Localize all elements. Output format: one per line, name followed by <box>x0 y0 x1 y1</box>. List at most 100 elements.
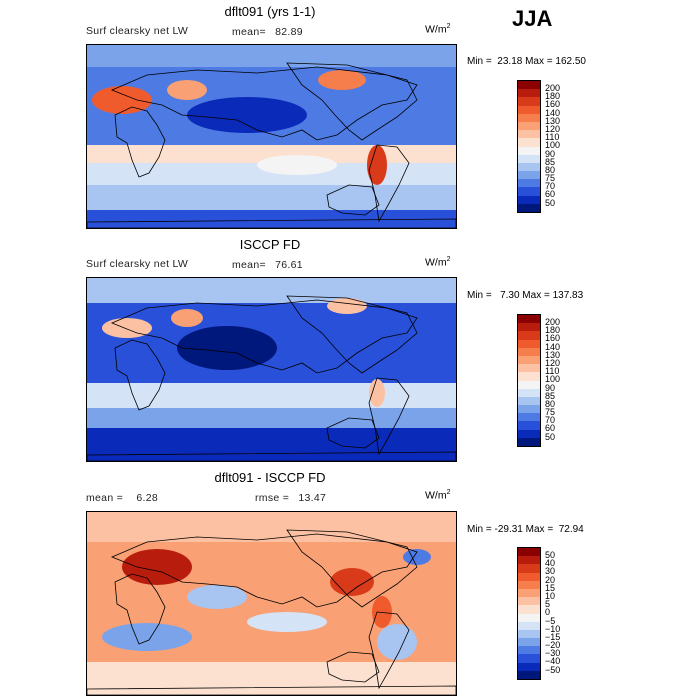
colorbar-swatch <box>518 97 540 106</box>
colorbar-swatch <box>518 646 540 655</box>
colorbar-swatch <box>518 413 540 422</box>
colorbar-tick-label: 100 <box>545 374 561 385</box>
colorbar-tick-label: 100 <box>545 140 561 151</box>
colorbar-tick-label: −10 <box>545 623 561 634</box>
panel-1-colorbar-ticks: 200 180 160 140 130 120 110 100 90 85 80 75 70 60 50 <box>545 83 561 208</box>
colorbar-tick-label: 80 <box>545 398 556 409</box>
colorbar-tick-label: 60 <box>545 423 556 434</box>
colorbar-tick-label: 180 <box>545 325 561 336</box>
panel-2-colorbar <box>517 314 541 447</box>
panel-1-units: W/m2 <box>425 23 451 36</box>
colorbar-swatch <box>518 564 540 573</box>
colorbar-swatch <box>518 323 540 332</box>
colorbar-swatch <box>518 203 540 212</box>
colorbar-swatch <box>518 638 540 647</box>
colorbar-swatch <box>518 347 540 356</box>
panel-1-variable-label: Surf clearsky net LW <box>86 25 189 37</box>
colorbar-swatch <box>518 421 540 430</box>
colorbar-swatch <box>518 315 540 324</box>
colorbar-swatch <box>518 388 540 397</box>
colorbar-tick-label: 160 <box>545 333 561 344</box>
colorbar-tick-label: 200 <box>545 83 561 93</box>
colorbar-tick-label: −50 <box>545 664 561 675</box>
colorbar-swatch <box>518 339 540 348</box>
panel-3-title: dflt091 - ISCCP FD <box>214 470 326 485</box>
colorbar-tick-label: 70 <box>545 181 556 192</box>
colorbar-swatch <box>518 130 540 139</box>
colorbar-tick-label: −20 <box>545 640 561 651</box>
colorbar-tick-label: 160 <box>545 99 561 110</box>
panel-3-rmse-value: 13.47 <box>298 492 327 504</box>
panel-1-title: dflt091 (yrs 1-1) <box>224 4 316 19</box>
panel-1-map <box>86 44 457 229</box>
colorbar-tick-label: 50 <box>545 197 556 208</box>
colorbar-tick-label: 20 <box>545 574 556 585</box>
colorbar-tick-label: 130 <box>545 349 561 360</box>
colorbar-tick-label: −15 <box>545 631 561 642</box>
colorbar-tick-label: 85 <box>545 156 556 167</box>
colorbar-swatch <box>518 162 540 172</box>
colorbar-swatch <box>518 662 540 671</box>
colorbar-swatch <box>518 429 540 438</box>
panel-2-colorbar-ticks: 200 180 160 140 130 120 110 100 90 85 80 75 70 60 50 <box>545 317 561 442</box>
colorbar-swatch <box>518 613 540 622</box>
colorbar-swatch <box>518 580 540 589</box>
colorbar-tick-label: 40 <box>545 558 556 569</box>
colorbar-swatch <box>518 187 540 196</box>
colorbar-swatch <box>518 372 540 381</box>
panel-2-mean-label: mean= 76.61 <box>232 259 303 271</box>
colorbar-swatch <box>518 364 540 373</box>
colorbar-swatch <box>518 621 540 630</box>
colorbar-tick-label: −30 <box>545 648 561 659</box>
colorbar-tick-label: 120 <box>545 357 561 368</box>
colorbar-swatch <box>518 437 540 446</box>
panel-3-mean-label: mean = 6.28 <box>86 492 158 504</box>
colorbar-swatch <box>518 331 540 340</box>
panel-1-mean-label: mean= 82.89 <box>232 26 303 38</box>
panel-2-minmax: Min = 7.30 Max = 137.83 <box>467 290 584 301</box>
colorbar-tick-label: 10 <box>545 590 556 601</box>
colorbar-tick-label: 90 <box>545 148 556 159</box>
panel-3-minmax: Min = -29.31 Max = 72.94 <box>467 524 584 535</box>
colorbar-tick-label: 50 <box>545 550 556 560</box>
colorbar-swatch <box>518 670 540 679</box>
colorbar-tick-label: 200 <box>545 317 561 327</box>
panel-3-rmse-label: rmse = 13.47 <box>255 492 327 504</box>
colorbar-swatch <box>518 556 540 565</box>
panel-3-colorbar <box>517 547 541 680</box>
colorbar-tick-label: 140 <box>545 341 561 352</box>
panel-2-mean-value: 76.61 <box>275 259 303 271</box>
colorbar-tick-label: 120 <box>545 123 561 134</box>
colorbar-swatch <box>518 572 540 581</box>
colorbar-tick-label: 15 <box>545 582 556 593</box>
colorbar-swatch <box>518 138 540 147</box>
colorbar-tick-label: 50 <box>545 431 556 442</box>
colorbar-swatch <box>518 405 540 414</box>
colorbar-tick-label: 75 <box>545 173 556 184</box>
panel-2-title: ISCCP FD <box>239 237 301 252</box>
colorbar-swatch <box>518 154 540 163</box>
colorbar-swatch <box>518 179 540 188</box>
colorbar-tick-label: 70 <box>545 415 556 426</box>
colorbar-tick-label: 5 <box>545 599 551 610</box>
season-label: JJA <box>512 6 553 31</box>
panel-1-mean-value: 82.89 <box>275 26 303 38</box>
colorbar-swatch <box>518 380 540 389</box>
colorbar-swatch <box>518 146 540 155</box>
colorbar-tick-label: 30 <box>545 566 556 577</box>
colorbar-tick-label: 110 <box>545 132 560 143</box>
colorbar-tick-label: 75 <box>545 407 556 418</box>
colorbar-tick-label: 90 <box>545 382 556 393</box>
colorbar-swatch <box>518 548 540 557</box>
colorbar-swatch <box>518 396 540 406</box>
colorbar-swatch <box>518 597 540 606</box>
colorbar-tick-label: −40 <box>545 656 561 667</box>
colorbar-swatch <box>518 105 540 114</box>
colorbar-tick-label: 60 <box>545 189 556 200</box>
colorbar-swatch <box>518 113 540 122</box>
panel-1-colorbar <box>517 80 541 213</box>
colorbar-swatch <box>518 171 540 180</box>
colorbar-swatch <box>518 629 540 639</box>
panel-3-units: W/m2 <box>425 489 451 502</box>
colorbar-tick-label: 0 <box>545 607 551 618</box>
